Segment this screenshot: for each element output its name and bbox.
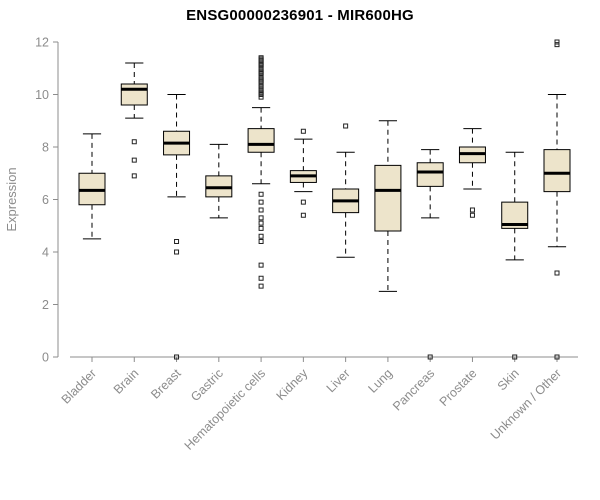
x-tick-label: Prostate [437, 366, 480, 409]
outlier-point [469, 212, 475, 218]
outlier-point [258, 275, 264, 281]
outlier-point [258, 84, 264, 90]
box [247, 128, 275, 153]
outlier-point [258, 207, 264, 213]
x-tick-label: Breast [148, 366, 184, 402]
x-tick-label: Gastric [188, 366, 226, 404]
outlier-point [258, 225, 264, 231]
outlier-point [258, 199, 264, 205]
outlier-point [258, 220, 264, 226]
outlier-point [554, 39, 560, 45]
y-tick-label: 10 [35, 88, 49, 102]
outlier-point [427, 354, 433, 360]
outlier-point [554, 42, 560, 48]
outlier-point [258, 56, 264, 62]
y-tick-label: 0 [42, 351, 49, 365]
outlier-point [512, 354, 518, 360]
box [416, 162, 444, 187]
x-tick-label: Liver [324, 366, 353, 395]
outlier-point [131, 139, 137, 145]
x-tick-label: Kidney [274, 366, 311, 403]
y-tick-label: 4 [42, 246, 49, 260]
outlier-point [258, 55, 264, 61]
outlier-point [554, 354, 560, 360]
outlier-point [300, 199, 306, 205]
outlier-point [258, 90, 264, 96]
plot-area: 0 2 4 6 8 10 12 Expression Bladder Brain Breast Gas… [4, 36, 578, 453]
x-tick-label: Brain [111, 366, 142, 397]
outlier-point [258, 92, 264, 97]
outlier-point [258, 65, 264, 71]
outlier-point [258, 215, 264, 221]
box [374, 164, 402, 232]
x-tick-label: Bladder [59, 366, 99, 406]
x-tick-label: Hematopoietic cells [182, 366, 269, 453]
outlier-point [258, 191, 264, 197]
outlier-point [258, 89, 264, 95]
outlier-point [258, 68, 264, 74]
outlier-point [258, 57, 264, 63]
outlier-point [469, 207, 475, 213]
outlier-point [258, 233, 264, 239]
box [543, 149, 571, 193]
outlier-point [258, 61, 264, 67]
outlier-point [258, 86, 264, 92]
y-tick-label: 2 [42, 298, 49, 312]
outlier-point [258, 69, 264, 75]
outlier-point [258, 63, 264, 69]
outlier-point [300, 212, 306, 218]
box [120, 83, 148, 106]
outlier-point [258, 262, 264, 268]
chart-title: ENSG00000236901 - MIR600HG [186, 7, 414, 24]
y-tick-label: 12 [35, 36, 49, 50]
outlier-point [258, 239, 264, 244]
outlier-point [258, 78, 264, 84]
outlier-point [258, 76, 264, 82]
outlier-point [554, 270, 560, 276]
outlier-point [174, 354, 180, 360]
outlier-point [300, 128, 306, 134]
outlier-point [131, 157, 137, 163]
y-tick-label: 8 [42, 141, 49, 155]
outlier-point [258, 73, 264, 79]
outlier-point [174, 249, 180, 255]
y-tick-label: 6 [42, 193, 49, 207]
x-tick-label: Lung [365, 366, 395, 396]
outlier-point [258, 283, 264, 289]
outlier-point [174, 239, 180, 244]
x-tick-label: Pancreas [390, 366, 437, 413]
outlier-point [258, 94, 264, 100]
y-axis-label: Expression [4, 167, 19, 231]
outlier-point [258, 81, 264, 87]
outlier-point [258, 60, 264, 66]
outlier-point [258, 77, 264, 83]
outlier-point [131, 173, 137, 179]
outlier-point [258, 71, 264, 76]
outlier-point [343, 123, 349, 129]
x-tick-label: Skin [495, 366, 522, 393]
